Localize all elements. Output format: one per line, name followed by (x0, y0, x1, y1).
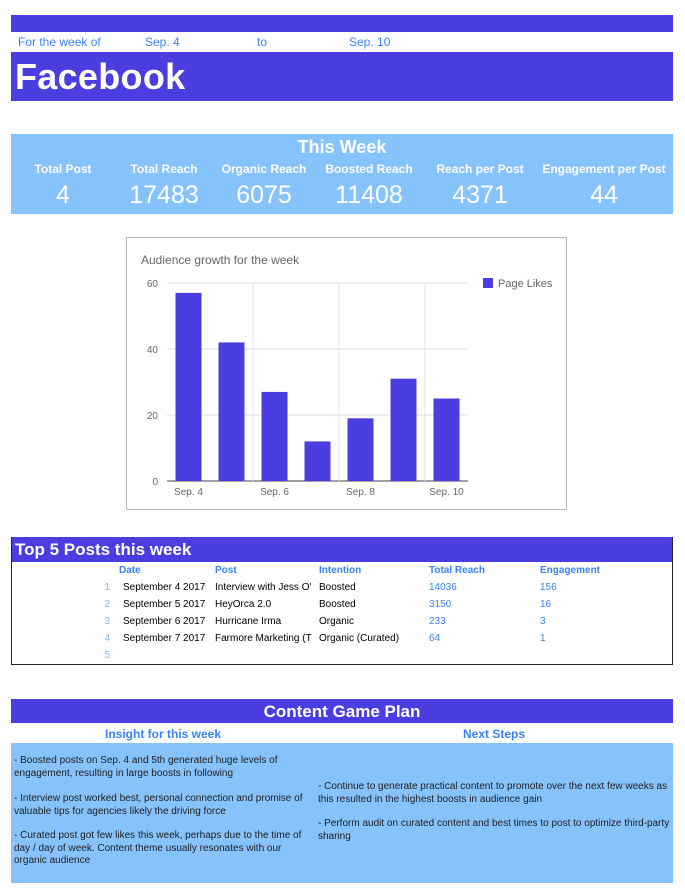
y-tick-label: 60 (147, 279, 159, 290)
cell-reach: 14036 (429, 582, 457, 593)
cell-reach: 233 (429, 616, 446, 627)
top-posts-heading: Top 5 Posts this week (15, 540, 192, 559)
next-step-1: - Continue to generate practical content… (318, 781, 668, 805)
cell-post: Hurricane Irma (215, 616, 282, 627)
stat-value: 4 (56, 181, 70, 209)
y-tick-label: 0 (152, 477, 158, 488)
bar-sep5 (218, 342, 245, 481)
cell-reach: 64 (429, 633, 441, 644)
stat-value: 17483 (129, 181, 199, 209)
cell-date: September 7 2017 (123, 633, 206, 644)
row-number: 4 (104, 633, 110, 644)
cell-post: HeyOrca 2.0 (215, 599, 272, 610)
bar-sep10 (433, 398, 460, 481)
week-end: Sep. 10 (349, 35, 391, 49)
row-number: 5 (104, 650, 110, 661)
stat-value: 44 (590, 181, 618, 209)
x-tick-label: Sep. 8 (346, 487, 375, 498)
cell-reach: 3150 (429, 599, 452, 610)
bar-sep6 (261, 391, 288, 481)
audience-growth-chart: Audience growth for the week 0 20 40 60 Sep. … (126, 237, 567, 510)
legend-label: Page Likes (498, 278, 553, 290)
stat-label: Total Post (34, 162, 92, 176)
this-week-stats: This Week Total Post 4 Total Reach 17483… (11, 134, 673, 214)
week-range-row: For the week of Sep. 4 to Sep. 10 (11, 33, 673, 50)
top-posts-table: Top 5 Posts this week Date Post Intention T… (11, 537, 673, 665)
column-header-engagement: Engagement (540, 565, 601, 576)
page-title: Facebook (15, 56, 186, 97)
insight-heading: Insight for this week (105, 727, 222, 741)
insight-3: - Curated post got few likes this week, … (14, 830, 302, 866)
cell-intention: Boosted (319, 582, 356, 593)
cell-date: September 4 2017 (123, 582, 206, 593)
stat-total-reach: Total Reach 17483 (114, 162, 214, 210)
week-start: Sep. 4 (145, 35, 180, 49)
chart-title: Audience growth for the week (141, 253, 300, 267)
row-number: 2 (104, 599, 110, 610)
stat-label: Boosted Reach (325, 162, 413, 176)
stat-label: Reach per Post (436, 162, 524, 176)
title-bar: Facebook (11, 52, 673, 101)
cell-post: Farmore Marketing (T (215, 633, 312, 644)
x-tick-label: Sep. 10 (429, 487, 464, 498)
stat-total-post: Total Post 4 (13, 162, 113, 210)
stat-value: 6075 (236, 181, 292, 209)
stats-heading: This Week (297, 137, 387, 157)
insight-2: - Interview post worked best, personal c… (14, 793, 303, 817)
top-posts-header: Top 5 Posts this week (12, 537, 672, 562)
stat-organic-reach: Organic Reach 6075 (214, 162, 314, 210)
column-header-date: Date (119, 565, 141, 576)
week-to: to (257, 35, 268, 49)
cell-engagement: 3 (540, 616, 546, 627)
stat-boosted-reach: Boosted Reach 11408 (319, 162, 419, 210)
stat-value: 4371 (452, 181, 508, 209)
content-plan-header: Content Game Plan (11, 699, 673, 723)
cell-intention: Organic (319, 616, 355, 627)
stat-value: 11408 (335, 181, 403, 209)
bar-sep9 (390, 378, 417, 481)
next-steps-heading: Next Steps (463, 727, 526, 741)
column-header-post: Post (215, 565, 237, 576)
content-plan-heading: Content Game Plan (263, 702, 421, 721)
stat-label: Organic Reach (221, 162, 307, 176)
bar-sep7 (304, 441, 331, 481)
column-header-reach: Total Reach (429, 565, 485, 576)
bar-sep8 (347, 418, 374, 481)
week-prefix: For the week of (18, 35, 101, 49)
stat-reach-per-post: Reach per Post 4371 (430, 162, 530, 210)
stat-label: Engagement per Post (542, 162, 666, 176)
next-step-2: - Perform audit on curated content and b… (318, 818, 670, 842)
legend-swatch (483, 278, 493, 288)
row-number: 3 (104, 616, 110, 627)
cell-engagement: 16 (540, 599, 552, 610)
x-tick-label: Sep. 6 (260, 487, 289, 498)
header-top-bar (11, 15, 673, 32)
cell-engagement: 1 (540, 633, 546, 644)
stat-engagement-per-post: Engagement per Post 44 (539, 162, 669, 210)
x-tick-label: Sep. 4 (174, 487, 203, 498)
content-plan-body: - Boosted posts on Sep. 4 and 5th genera… (11, 743, 673, 883)
chart-svg: Audience growth for the week 0 20 40 60 Sep. … (141, 253, 553, 498)
row-number: 1 (104, 582, 110, 593)
bar-sep4 (175, 292, 202, 481)
cell-intention: Organic (Curated) (319, 633, 400, 644)
y-tick-label: 40 (147, 345, 159, 356)
stat-label: Total Reach (130, 162, 198, 176)
cell-engagement: 156 (540, 582, 557, 593)
insight-1: - Boosted posts on Sep. 4 and 5th genera… (14, 755, 278, 779)
y-tick-label: 20 (147, 411, 159, 422)
cell-date: September 5 2017 (123, 599, 206, 610)
cell-date: September 6 2017 (123, 616, 206, 627)
cell-intention: Boosted (319, 599, 356, 610)
column-header-intention: Intention (319, 565, 362, 576)
cell-post: Interview with Jess O' (215, 582, 312, 593)
